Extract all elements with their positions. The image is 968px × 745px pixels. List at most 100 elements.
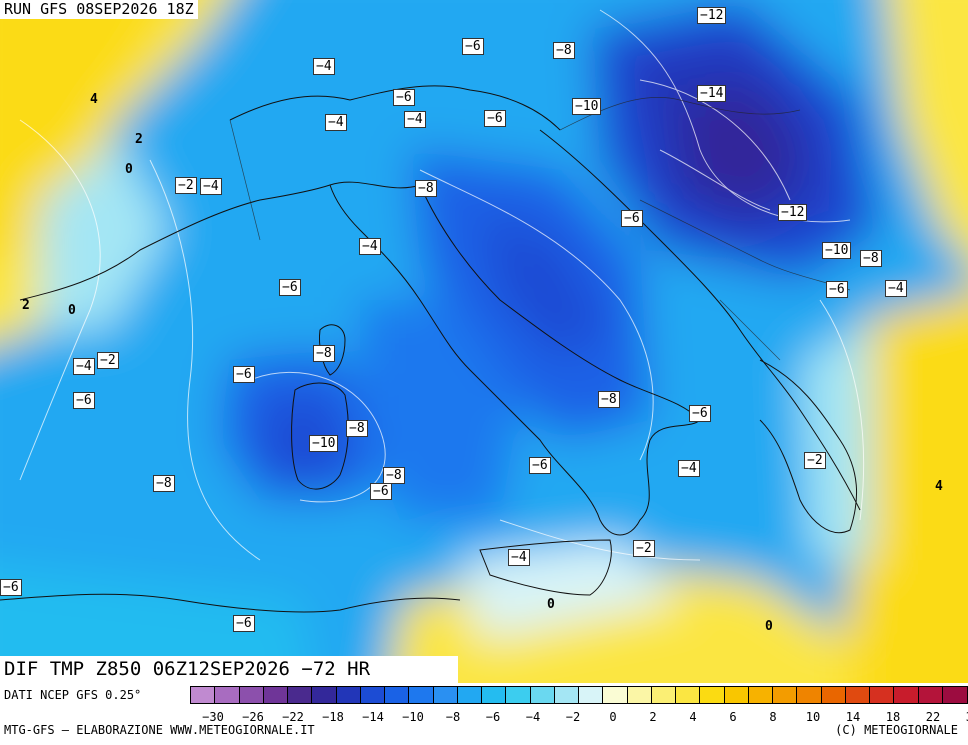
contour-label: −12 — [778, 204, 808, 221]
contour-label: −10 — [572, 98, 602, 115]
contour-label: −8 — [553, 42, 575, 59]
legend-swatch — [796, 686, 823, 704]
legend-tick: 10 — [805, 710, 821, 724]
contour-label: 4 — [935, 479, 943, 494]
contour-label: 4 — [90, 92, 98, 107]
legend-swatch — [844, 686, 871, 704]
legend-tick: −22 — [282, 710, 304, 724]
legend-swatch — [262, 686, 289, 704]
contour-label: −8 — [153, 475, 175, 492]
legend-swatch — [505, 686, 532, 704]
contour-label: −8 — [383, 467, 405, 484]
contour-label: 0 — [125, 162, 133, 177]
contour-label: −6 — [370, 483, 392, 500]
legend-swatch — [869, 686, 895, 704]
contour-label: −2 — [97, 352, 119, 369]
legend-tick: 18 — [885, 710, 901, 724]
contour-label: −4 — [313, 58, 335, 75]
contour-label: 0 — [765, 619, 773, 634]
contour-label: −2 — [175, 177, 197, 194]
legend-swatch — [917, 686, 944, 704]
legend-swatch — [626, 686, 653, 704]
data-source: DATI NCEP GFS 0.25° — [4, 688, 142, 702]
contour-label: −6 — [279, 279, 301, 296]
legend-swatch — [602, 686, 629, 704]
legend-tick: −10 — [402, 710, 424, 724]
legend-tick: −4 — [525, 710, 541, 724]
legend-swatch — [650, 686, 677, 704]
legend-tick: 14 — [845, 710, 861, 724]
legend-tick: 0 — [609, 710, 617, 724]
contour-label: −2 — [804, 452, 826, 469]
legend-swatch — [432, 686, 459, 704]
contour-label: −12 — [697, 7, 727, 24]
legend-swatch — [747, 686, 774, 704]
contour-label: −10 — [822, 242, 852, 259]
legend-tick: −18 — [322, 710, 344, 724]
contour-label: 2 — [135, 132, 143, 147]
legend-swatch — [287, 686, 313, 704]
contour-label: −8 — [313, 345, 335, 362]
legend-swatch — [384, 686, 410, 704]
color-legend: −30 −26 −22 −18 −14 −10 −8 −6 −4 −2 0 2 4 6 8 10 14 18 22 3… — [190, 686, 968, 724]
contour-label: −8 — [415, 180, 437, 197]
legend-tick: −6 — [485, 710, 501, 724]
legend-tick: 4 — [689, 710, 697, 724]
legend-swatch — [723, 686, 750, 704]
legend-swatch — [941, 686, 968, 704]
contour-label: −6 — [529, 457, 551, 474]
contour-label: −8 — [598, 391, 620, 408]
temperature-anomaly-map — [0, 0, 968, 683]
contour-label: −4 — [885, 280, 907, 297]
contour-label: −4 — [404, 111, 426, 128]
legend-swatch — [578, 686, 604, 704]
legend-swatch — [675, 686, 701, 704]
legend-tick: −2 — [565, 710, 581, 724]
contour-label: −8 — [860, 250, 882, 267]
variable-label: DIF TMP Z850 06Z12SEP2026 −72 HR — [0, 656, 458, 683]
legend-swatch — [529, 686, 556, 704]
legend-swatch — [699, 686, 726, 704]
contour-label: −6 — [393, 89, 415, 106]
legend-swatch — [190, 686, 216, 704]
legend-swatch — [772, 686, 798, 704]
coastlines — [0, 85, 861, 613]
contour-label: −6 — [621, 210, 643, 227]
contour-label: −4 — [200, 178, 222, 195]
legend-tick: 8 — [769, 710, 777, 724]
contour-label: −4 — [325, 114, 347, 131]
contour-label: −4 — [73, 358, 95, 375]
contour-label: −6 — [233, 615, 255, 632]
contour-label: −6 — [462, 38, 484, 55]
contour-label: −14 — [697, 85, 727, 102]
legend-tick: −14 — [362, 710, 384, 724]
contour-label: −6 — [484, 110, 506, 127]
contour-label: −10 — [309, 435, 339, 452]
contour-label: 2 — [22, 298, 30, 313]
legend-tick: 6 — [729, 710, 737, 724]
contour-label: −6 — [0, 579, 22, 596]
legend-tick: 30 — [958, 710, 968, 724]
legend-swatch — [359, 686, 386, 704]
contour-label: −2 — [633, 540, 655, 557]
legend-swatch — [481, 686, 507, 704]
contour-label: −6 — [233, 366, 255, 383]
legend-swatch — [456, 686, 483, 704]
contour-label: −4 — [678, 460, 700, 477]
legend-swatch — [214, 686, 241, 704]
legend-swatch — [408, 686, 435, 704]
legend-tick: 2 — [649, 710, 657, 724]
run-label: RUN GFS 08SEP2026 18Z — [0, 0, 198, 19]
legend-swatch — [893, 686, 920, 704]
anomaly-fill — [0, 0, 968, 683]
contour-label: −8 — [346, 420, 368, 437]
legend-swatch — [238, 686, 265, 704]
footer-copyright: (C) METEOGIORNALE — [835, 723, 958, 737]
contour-label: 0 — [547, 597, 555, 612]
footer-credit: MTG-GFS — ELABORAZIONE WWW.METEOGIORNALE… — [4, 723, 315, 737]
contour-label: −4 — [508, 549, 530, 566]
legend-swatch — [820, 686, 847, 704]
legend-swatch — [311, 686, 338, 704]
legend-tick: −30 — [202, 710, 224, 724]
